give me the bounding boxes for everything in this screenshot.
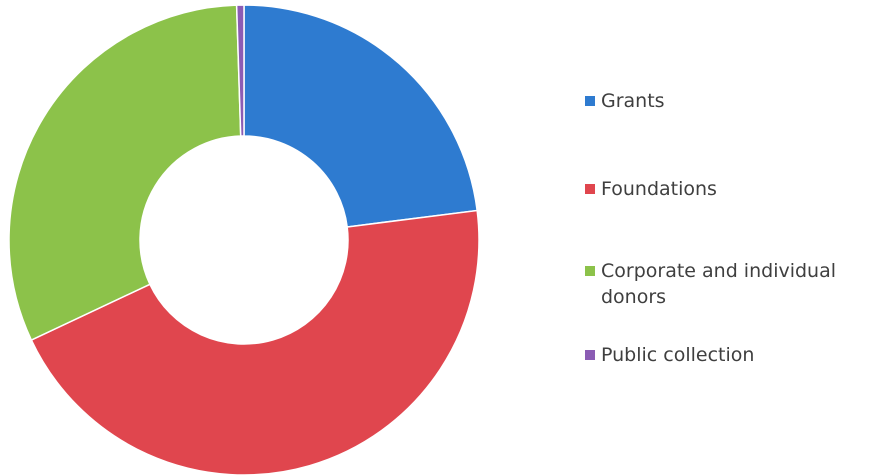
- legend-label-corporate-individual-donors: Corporate and individual donors: [601, 260, 837, 308]
- slice-grants: [243, 4, 478, 228]
- slice-public-collection: [235, 4, 245, 137]
- legend-item-public-collection: Public collection: [585, 342, 891, 368]
- legend-label-foundations: Foundations: [601, 178, 717, 200]
- legend-swatch-foundations: [585, 184, 595, 194]
- legend-label-grants: Grants: [601, 90, 665, 112]
- slice-foundations: [30, 209, 480, 475]
- legend-swatch-public-collection: [585, 350, 595, 360]
- legend-label-public-collection: Public collection: [601, 344, 755, 366]
- legend-swatch-corporate-individual-donors: [585, 266, 595, 276]
- legend-swatch-grants: [585, 96, 595, 106]
- legend-item-grants: Grants: [585, 88, 891, 114]
- legend-item-corporate-individual-donors: Corporate and individual donors: [585, 258, 891, 310]
- legend-item-foundations: Foundations: [585, 176, 891, 202]
- slice-corporate-individual-donors: [8, 4, 242, 342]
